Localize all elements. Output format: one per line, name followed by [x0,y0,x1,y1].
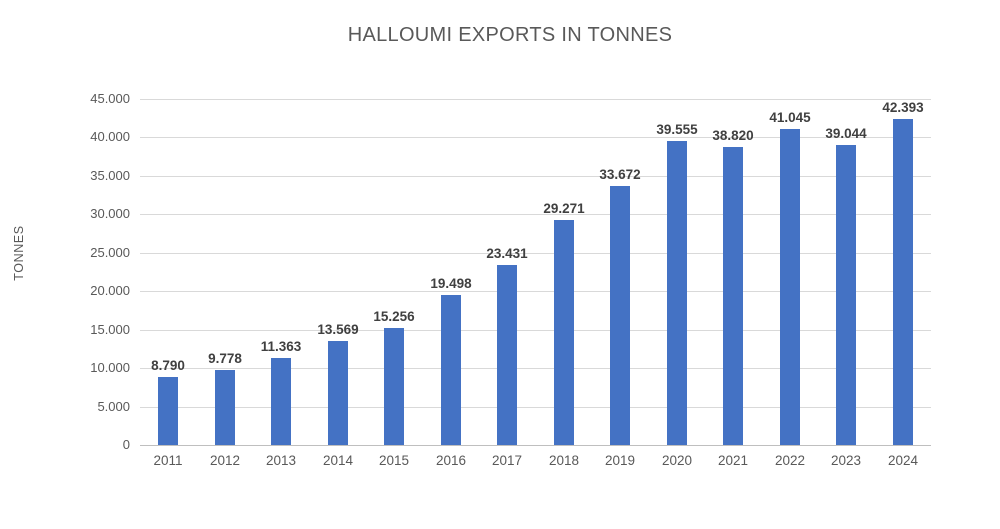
gridline [140,214,931,215]
gridline [140,253,931,254]
y-tick-label: 30.000 [90,206,130,221]
data-label-2018: 29.271 [543,201,585,216]
bar-2019 [610,186,630,445]
data-label-2021: 38.820 [712,128,754,143]
y-tick-label: 15.000 [90,322,130,337]
y-tick-label: 45.000 [90,91,130,106]
bar-2016 [441,295,461,445]
data-label-2022: 41.045 [769,110,811,125]
x-tick-label-2015: 2015 [378,453,410,468]
y-tick-label: 20.000 [90,283,130,298]
data-label-2024: 42.393 [882,100,924,115]
data-label-2019: 33.672 [599,167,641,182]
y-tick-label: 40.000 [90,129,130,144]
x-tick-label-2012: 2012 [209,453,241,468]
y-tick-label: 25.000 [90,245,130,260]
data-label-2016: 19.498 [430,276,472,291]
gridline [140,176,931,177]
bar-2021 [723,147,743,445]
bar-2015 [384,328,404,445]
bar-2023 [836,145,856,445]
x-tick-label-2013: 2013 [265,453,297,468]
data-label-2020: 39.555 [656,122,698,137]
x-tick-label-2023: 2023 [830,453,862,468]
plot-area: 8.790 2011 9.778 2012 11.363 2013 13.569 2014 15… [140,99,931,468]
y-tick-label: 10.000 [90,360,130,375]
data-label-2014: 13.569 [317,322,359,337]
y-tick-label: 35.000 [90,168,130,183]
gridline [140,368,931,369]
bar-2020 [667,141,687,445]
data-label-2023: 39.044 [825,126,867,141]
x-tick-label-2022: 2022 [774,453,806,468]
x-axis-line [140,445,931,446]
data-label-2013: 11.363 [260,339,302,354]
y-axis-tick-labels: 45.000 40.000 35.000 30.000 25.000 20.000 15.0… [0,91,130,452]
gridline [140,291,931,292]
bar-2011 [158,377,178,445]
data-label-2012: 9.778 [208,351,242,366]
x-tick-label-2021: 2021 [717,453,749,468]
chart-title: HALLOUMI EXPORTS IN TONNES [347,24,673,46]
x-tick-label-2018: 2018 [548,453,580,468]
bar-2022 [780,129,800,445]
data-label-2011: 8.790 [151,358,185,373]
data-label-2017: 23.431 [486,246,528,261]
x-tick-label-2024: 2024 [887,453,919,468]
bar-2018 [554,220,574,445]
bar-2017 [497,265,517,445]
x-tick-label-2014: 2014 [322,453,354,468]
data-label-2015: 15.256 [373,309,415,324]
y-tick-label: 5.000 [97,399,130,414]
bar-2013 [271,358,291,445]
gridline [140,330,931,331]
x-tick-label-2011: 2011 [153,453,183,468]
x-tick-label-2019: 2019 [604,453,636,468]
y-tick-label: 0 [122,437,130,452]
x-tick-label-2017: 2017 [491,453,523,468]
bar-2024 [893,119,913,445]
bar-2014 [328,341,348,445]
x-tick-label-2016: 2016 [435,453,467,468]
gridline [140,137,931,138]
x-tick-label-2020: 2020 [661,453,693,468]
bar-2012 [215,370,235,445]
gridline [140,407,931,408]
gridline [140,99,931,100]
